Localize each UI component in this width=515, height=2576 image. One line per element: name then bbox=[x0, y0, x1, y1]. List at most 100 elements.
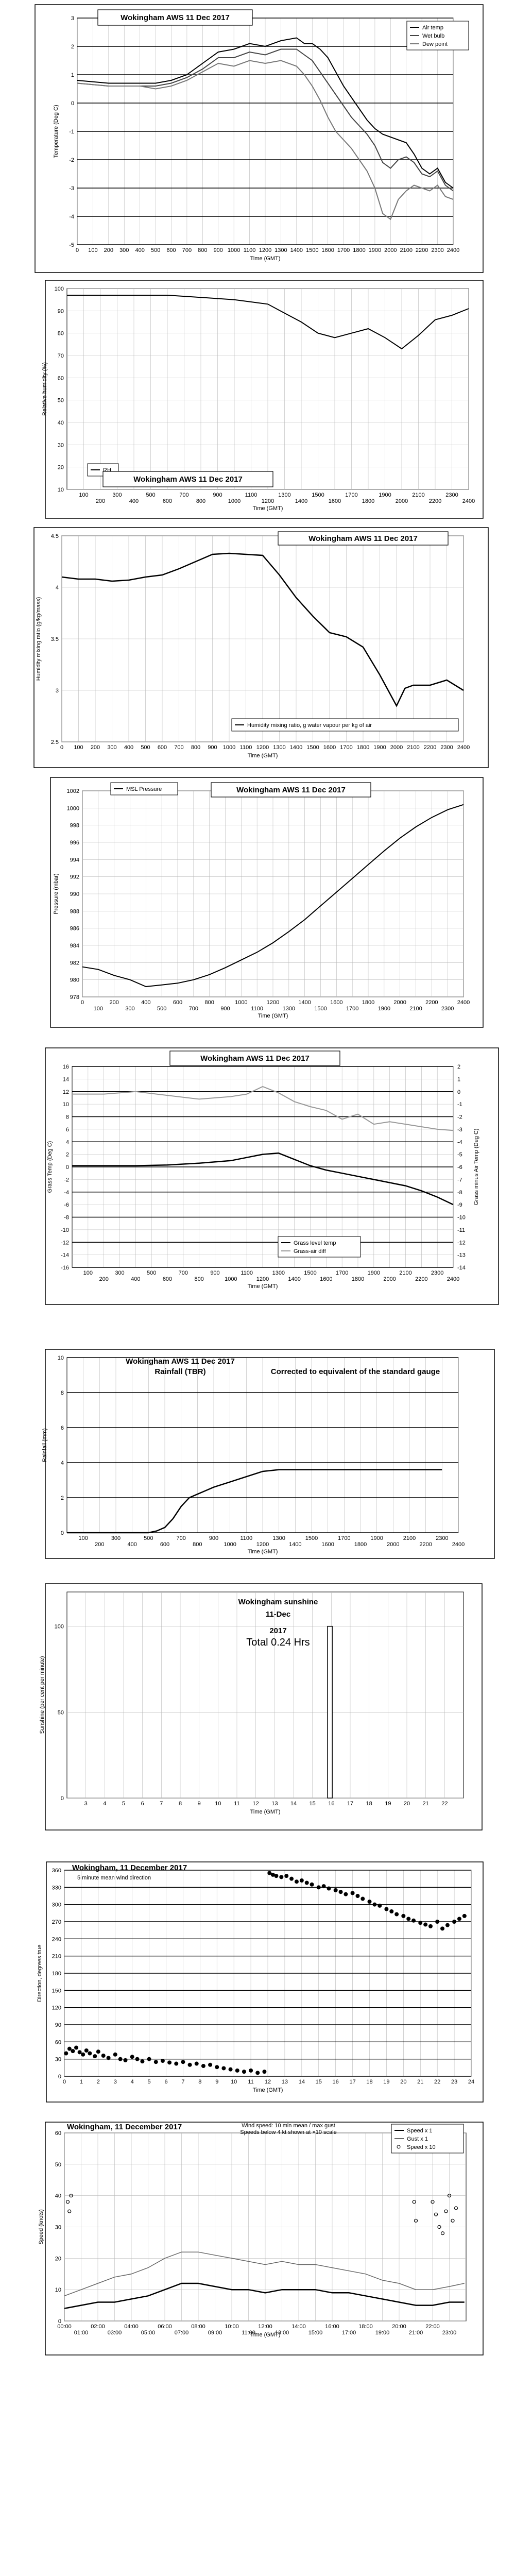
series-line bbox=[67, 295, 469, 350]
direction-point bbox=[316, 1885, 321, 1890]
speed-x10-point bbox=[431, 2200, 435, 2204]
y-tick-label: 60 bbox=[58, 375, 64, 381]
y-tick-label: 6 bbox=[61, 1425, 64, 1431]
x-tick-label: 0 bbox=[76, 247, 79, 253]
x-tick-label: 500 bbox=[146, 492, 155, 498]
y-tick-label: 3 bbox=[56, 688, 59, 694]
direction-point bbox=[64, 2051, 68, 2056]
y-tick-label: 0 bbox=[66, 1164, 69, 1171]
chart-title: Wokingham AWS 11 Dec 2017 bbox=[126, 1357, 235, 1366]
y-tick-label: 2 bbox=[71, 44, 74, 50]
chart-rainfall: 0 2 4 6 8 10 100 200 300 400 500 600 700 800 900 1000 11… bbox=[42, 1349, 495, 1559]
x-tick-label: 1400 bbox=[295, 498, 307, 504]
y-tick-label: 90 bbox=[58, 308, 64, 314]
legend-label: MSL Pressure bbox=[126, 786, 162, 792]
x-tick-label: 500 bbox=[141, 744, 150, 751]
x-tick-label: 2400 bbox=[447, 1276, 459, 1282]
x-tick-label: 900 bbox=[213, 492, 222, 498]
x-tick-label: 17 bbox=[349, 2079, 355, 2085]
speed-x10-point bbox=[451, 2218, 455, 2223]
x-tick-label: 1200 bbox=[256, 744, 269, 751]
x-tick-label: 14 bbox=[290, 1801, 297, 1807]
x-tick-label: 2000 bbox=[383, 1276, 396, 1282]
direction-point bbox=[71, 2049, 75, 2054]
x-tick-label: 15 bbox=[316, 2079, 322, 2085]
x-tick-label: 100 bbox=[79, 492, 88, 498]
x-tick-label: 13:00 bbox=[275, 2330, 289, 2336]
chart-relative-humidity: 10 20 30 40 50 60 70 80 90 100 100 200 300 400 500 600 7… bbox=[42, 280, 484, 519]
y-right-tick-label: -14 bbox=[457, 1265, 466, 1271]
y-right-tick-label: -8 bbox=[457, 1190, 462, 1196]
x-tick-label: 600 bbox=[160, 1541, 169, 1548]
series-line bbox=[64, 2251, 465, 2297]
x-tick-label: 500 bbox=[151, 247, 160, 253]
x-tick-label: 19 bbox=[383, 2079, 389, 2085]
x-tick-label: 1300 bbox=[272, 1535, 285, 1541]
direction-point bbox=[389, 1909, 394, 1913]
chart-pressure: 9789809829849869889909929949969981000100… bbox=[50, 777, 484, 1028]
x-axis-label: Time (GMT) bbox=[248, 1283, 278, 1290]
x-tick-label: 22 bbox=[441, 1801, 448, 1807]
x-tick-label: 10:00 bbox=[225, 2324, 239, 2330]
x-tick-label: 13 bbox=[282, 2079, 288, 2085]
direction-point bbox=[367, 1900, 372, 1904]
y-tick-label: -1 bbox=[69, 129, 74, 135]
y-tick-label: -14 bbox=[61, 1252, 69, 1259]
x-axis-label: Time (GMT) bbox=[248, 753, 278, 759]
direction-point bbox=[418, 1921, 423, 1925]
speed-x10-point bbox=[414, 2218, 418, 2223]
y-right-tick-label: -7 bbox=[457, 1177, 462, 1183]
x-tick-label: 7 bbox=[181, 2079, 184, 2085]
x-tick-label: 600 bbox=[173, 999, 182, 1006]
x-tick-label: 2200 bbox=[415, 1276, 427, 1282]
y-tick-label: -10 bbox=[61, 1227, 69, 1233]
x-tick-label: 2000 bbox=[396, 498, 408, 504]
chart-title: Wokingham AWS 11 Dec 2017 bbox=[200, 1054, 310, 1063]
x-tick-label: 1400 bbox=[298, 999, 311, 1006]
x-tick-label: 700 bbox=[176, 1535, 185, 1541]
legend-label: Speed x 10 bbox=[407, 2144, 436, 2150]
x-tick-label: 800 bbox=[194, 1276, 203, 1282]
chart-plot: 0 2 4 6 8 10 100 200 300 400 500 600 700 800 900 1000 11… bbox=[42, 1355, 465, 1555]
x-axis-label: Time (GMT) bbox=[253, 505, 283, 512]
x-tick-label: 09:00 bbox=[208, 2330, 222, 2336]
y-tick-label: 60 bbox=[55, 2130, 61, 2137]
x-tick-label: 200 bbox=[99, 1276, 108, 1282]
x-tick-label: 8 bbox=[198, 2079, 201, 2085]
x-tick-label: 1000 bbox=[223, 744, 235, 751]
x-tick-label: 300 bbox=[112, 492, 122, 498]
legend-label: Wet bulb bbox=[422, 33, 444, 39]
x-tick-label: 2400 bbox=[457, 999, 470, 1006]
x-tick-label: 08:00 bbox=[191, 2324, 205, 2330]
x-tick-label: 1000 bbox=[224, 1541, 236, 1548]
x-tick-label: 21 bbox=[417, 2079, 423, 2085]
y-tick-label: 988 bbox=[70, 908, 79, 914]
x-tick-label: 2300 bbox=[431, 1270, 443, 1276]
y-tick-label: 8 bbox=[66, 1114, 69, 1121]
direction-point bbox=[333, 1888, 338, 1892]
y-tick-label: 996 bbox=[70, 840, 79, 846]
direction-point bbox=[106, 2056, 111, 2060]
speed-x10-point bbox=[444, 2209, 448, 2213]
legend-label: Grass-air diff bbox=[294, 1248, 327, 1255]
speed-x10-point bbox=[412, 2200, 416, 2204]
x-tick-label: 10 bbox=[215, 1801, 221, 1807]
legend-label: Grass level temp bbox=[294, 1240, 336, 1246]
x-tick-label: 22 bbox=[434, 2079, 440, 2085]
x-tick-label: 700 bbox=[179, 1270, 188, 1276]
x-axis-label: Time (GMT) bbox=[253, 2087, 283, 2093]
direction-point bbox=[153, 2060, 158, 2064]
x-tick-label: 400 bbox=[131, 1276, 140, 1282]
x-tick-label: 19:00 bbox=[375, 2330, 390, 2336]
chart-title: Wokingham, 11 December 2017 bbox=[67, 2123, 182, 2131]
y-tick-label: 100 bbox=[55, 1624, 64, 1630]
x-tick-label: 03:00 bbox=[108, 2330, 122, 2336]
x-tick-label: 2000 bbox=[387, 1541, 399, 1548]
direction-point bbox=[96, 2049, 100, 2054]
y-tick-label: 986 bbox=[70, 926, 79, 932]
direction-point bbox=[113, 2052, 117, 2057]
series-line bbox=[64, 2282, 465, 2309]
direction-point bbox=[384, 1907, 389, 1911]
direction-point bbox=[279, 1875, 284, 1879]
